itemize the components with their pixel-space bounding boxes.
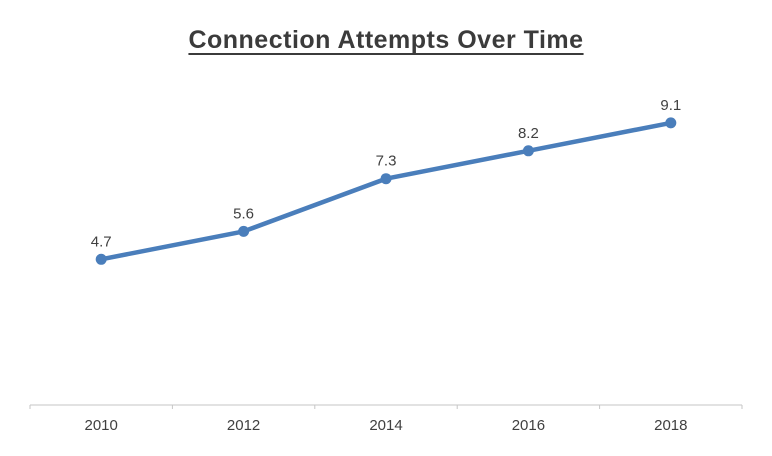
data-point-marker <box>522 145 534 157</box>
x-axis-tick-label: 2014 <box>369 417 402 434</box>
data-point-label: 9.1 <box>660 97 681 114</box>
x-axis-tick-label: 2012 <box>227 417 260 434</box>
x-axis-tick-label: 2010 <box>85 417 118 434</box>
x-axis-tick-label: 2018 <box>654 417 687 434</box>
data-point-marker <box>665 117 677 129</box>
series-line <box>98 120 674 262</box>
chart-title: Connection Attempts Over Time <box>188 26 584 54</box>
data-point-label: 7.3 <box>376 153 397 170</box>
data-point-label: 5.6 <box>233 205 254 222</box>
data-point-marker <box>238 225 250 237</box>
data-point-marker <box>380 173 392 185</box>
x-axis-tick-label: 2016 <box>512 417 545 434</box>
data-point-label: 4.7 <box>91 233 112 250</box>
data-point-label: 8.2 <box>518 125 539 142</box>
data-point-marker <box>95 253 107 265</box>
